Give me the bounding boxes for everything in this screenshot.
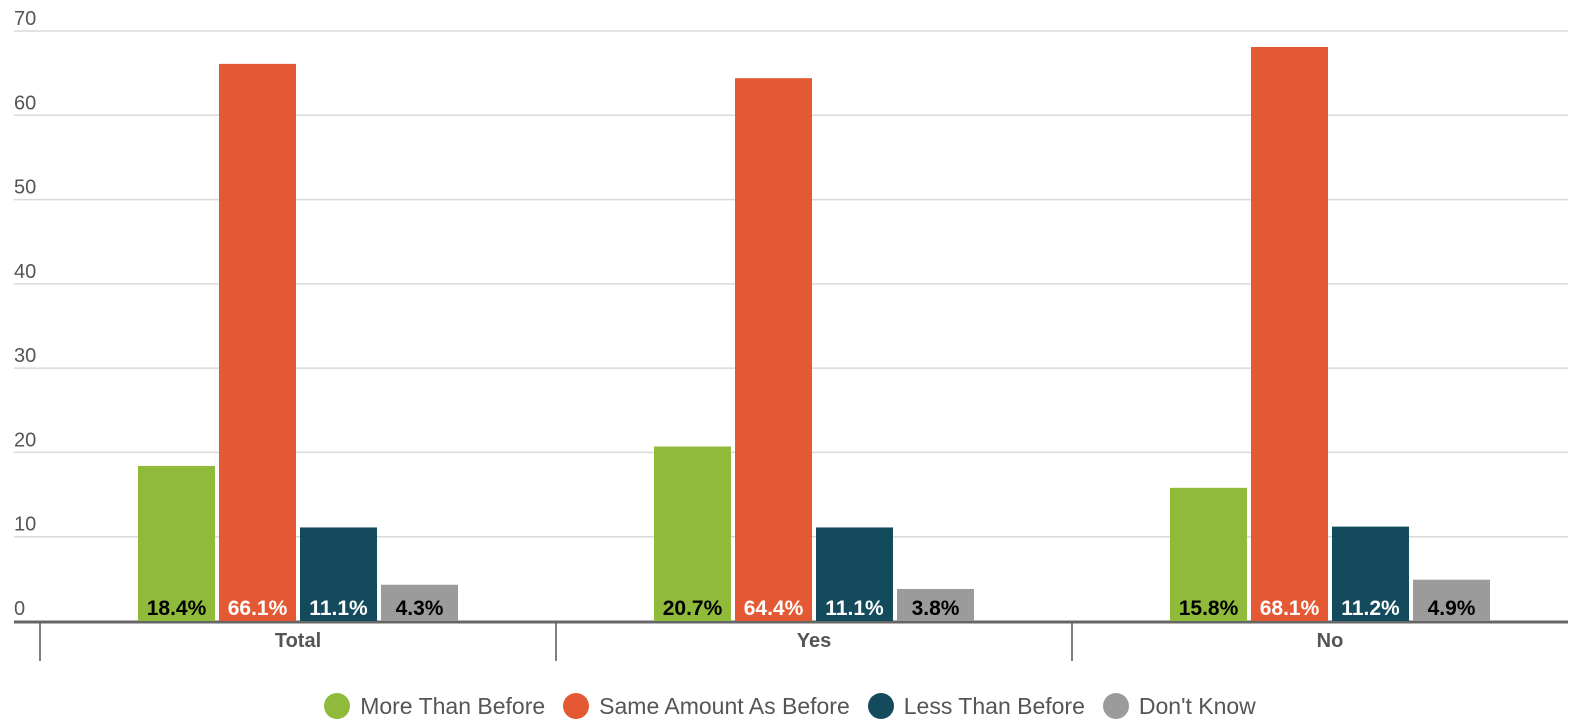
y-tick-label: 0: [14, 598, 25, 620]
bar: [816, 527, 893, 621]
legend-item: More Than Before: [324, 693, 545, 720]
data-label: 18.4%: [147, 597, 207, 620]
legend-label: More Than Before: [360, 692, 546, 719]
bar: [219, 63, 296, 621]
data-label: 4.3%: [396, 597, 444, 620]
legend-label: Less Than Before: [903, 692, 1085, 719]
legend-item: Same Amount As Before: [563, 693, 850, 720]
data-label: 11.1%: [825, 597, 884, 620]
bar: [1413, 579, 1490, 621]
bar: [897, 588, 974, 621]
data-label: 64.4%: [744, 597, 804, 620]
data-label: 20.7%: [663, 597, 723, 620]
y-tick-label: 30: [14, 345, 36, 367]
legend-swatch: [563, 693, 590, 719]
bar-chart: 0 10 20 30 40 50 60 70 Total 18.4% 66.1% 11.1% 4.3% Y…: [14, 8, 1568, 661]
bar: [735, 78, 812, 621]
legend-label: Same Amount As Before: [599, 692, 850, 719]
data-label: 11.1%: [309, 597, 368, 620]
data-label: 4.9%: [1428, 597, 1476, 620]
bar: [1170, 487, 1247, 621]
data-label: 68.1%: [1260, 597, 1320, 620]
y-tick-label: 20: [14, 429, 36, 451]
bar: [138, 465, 215, 621]
bar: [300, 527, 377, 621]
bar: [1251, 47, 1328, 622]
chart-legend: More Than Before Same Amount As Before Les…: [0, 688, 1580, 724]
data-label: 3.8%: [912, 597, 960, 620]
y-tick-label: 60: [14, 92, 36, 114]
data-label: 15.8%: [1179, 597, 1239, 620]
data-label: 66.1%: [228, 597, 288, 620]
bar: [654, 446, 731, 621]
y-tick-label: 40: [14, 261, 36, 283]
x-tick-label: Yes: [797, 630, 831, 652]
legend-item: Don't Know: [1102, 692, 1256, 720]
legend-swatch: [867, 693, 894, 719]
legend-swatch: [324, 693, 351, 719]
legend-swatch: [1102, 693, 1129, 719]
bar: [1332, 526, 1409, 621]
y-tick-label: 10: [14, 514, 36, 536]
x-tick-label: Total: [275, 630, 321, 652]
bar: [381, 584, 458, 621]
legend-label: Don't Know: [1138, 692, 1256, 719]
y-tick-label: 70: [14, 8, 36, 30]
y-tick-label: 50: [14, 177, 36, 199]
data-label: 11.2%: [1341, 597, 1400, 620]
x-tick-label: No: [1317, 630, 1344, 652]
legend-item: Less Than Before: [867, 692, 1085, 720]
